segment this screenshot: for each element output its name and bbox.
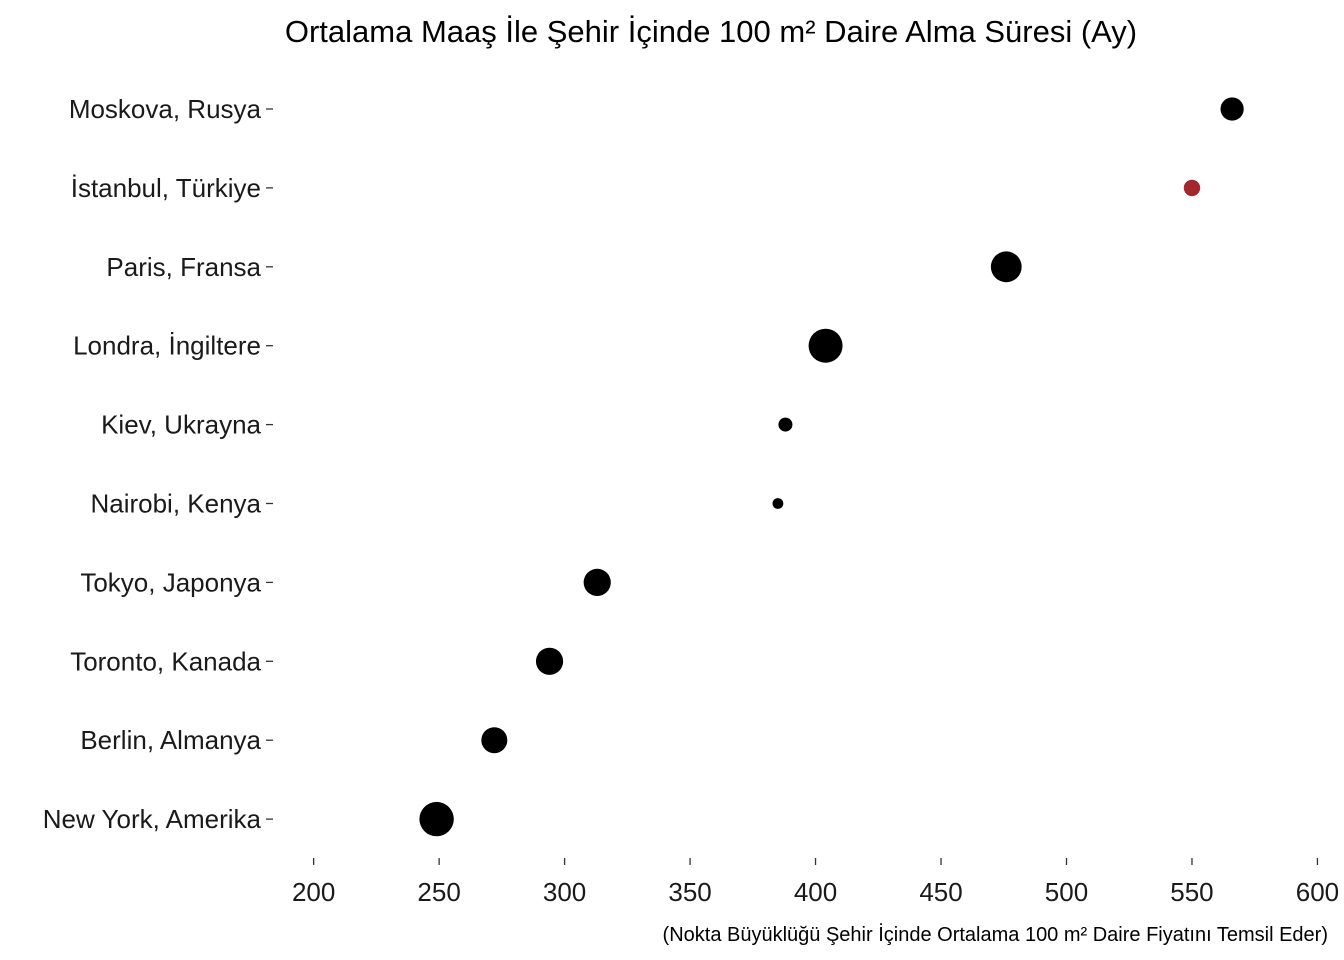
data-point: [990, 251, 1022, 283]
y-tick-label: Kiev, Ukrayna: [101, 410, 261, 440]
chart-caption: (Nokta Büyüklüğü Şehir İçinde Ortalama 1…: [663, 923, 1328, 946]
data-point: [481, 727, 508, 754]
y-tick-label: Tokyo, Japonya: [80, 567, 261, 597]
x-axis: 200 250 300 350 400 450 500 550 600: [292, 858, 1339, 907]
x-tick-label: 500: [1045, 877, 1088, 907]
data-point: [1220, 97, 1244, 121]
y-tick-label: Londra, İngiltere: [73, 331, 261, 361]
x-tick-label: 600: [1296, 877, 1339, 907]
data-points: [419, 97, 1244, 837]
chart-title: Ortalama Maaş İle Şehir İçinde 100 m² Da…: [285, 14, 1137, 49]
y-tick-label: Moskova, Rusya: [69, 94, 262, 124]
data-point: [808, 328, 843, 363]
data-point: [778, 417, 793, 432]
data-point: [535, 647, 564, 675]
y-tick-label: Nairobi, Kenya: [90, 489, 261, 519]
y-tick-label: New York, Amerika: [43, 804, 262, 834]
data-point: [772, 498, 784, 509]
y-tick-label: Berlin, Almanya: [80, 725, 261, 755]
y-tick-label: İstanbul, Türkiye: [71, 173, 261, 203]
y-tick-label: Toronto, Kanada: [70, 646, 261, 676]
x-tick-label: 400: [794, 877, 837, 907]
x-tick-label: 300: [543, 877, 586, 907]
y-tick-label: Paris, Fransa: [106, 252, 261, 282]
x-tick-label: 550: [1170, 877, 1213, 907]
x-tick-label: 350: [668, 877, 711, 907]
data-point: [583, 568, 611, 597]
y-axis: Moskova, Rusya İstanbul, Türkiye Paris, Fr…: [43, 94, 273, 834]
x-tick-label: 250: [417, 877, 460, 907]
x-tick-label: 200: [292, 877, 335, 907]
x-tick-label: 450: [919, 877, 962, 907]
data-point-highlighted: [1183, 179, 1201, 197]
data-point: [419, 801, 454, 837]
